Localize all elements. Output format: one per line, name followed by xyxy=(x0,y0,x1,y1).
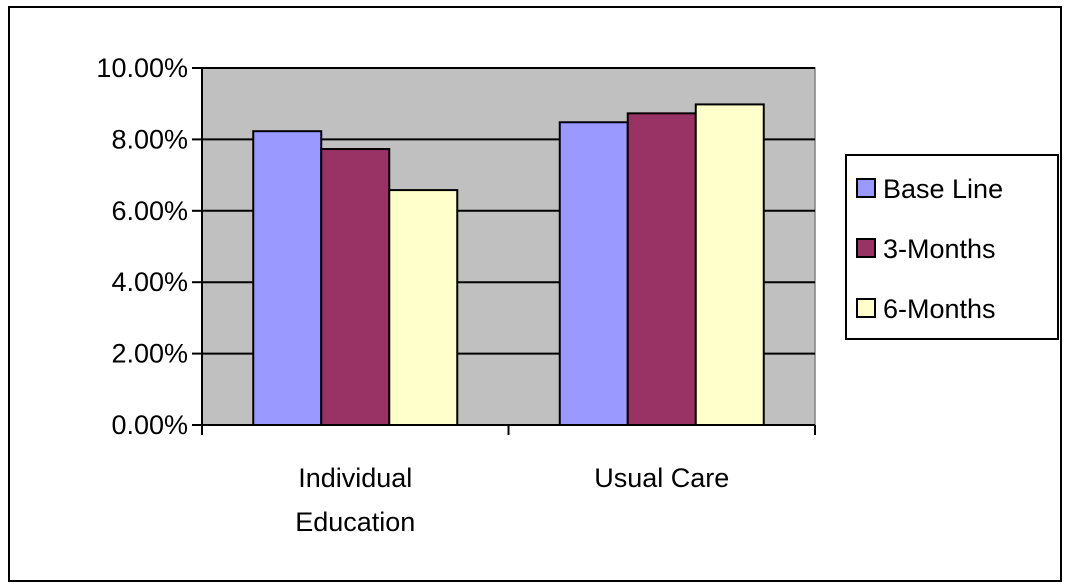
legend-swatch xyxy=(856,238,876,258)
y-tick-label: 4.00% xyxy=(111,267,188,297)
y-tick-label: 0.00% xyxy=(111,410,188,440)
legend-swatch xyxy=(856,298,876,318)
legend-label: Base Line xyxy=(883,174,1003,204)
legend-label: 3-Months xyxy=(883,234,996,264)
x-category-label: Education xyxy=(295,507,415,537)
y-tick-label: 2.00% xyxy=(111,339,188,369)
legend-swatch xyxy=(856,178,876,198)
bar-3-months xyxy=(626,112,697,427)
bar-3-months xyxy=(320,148,391,426)
legend-label: 6-Months xyxy=(883,294,996,324)
y-tick-label: 6.00% xyxy=(111,196,188,226)
bar-base-line xyxy=(252,130,323,426)
bar-6-months xyxy=(694,103,765,426)
x-category-label: Individual xyxy=(298,463,412,493)
bar-base-line xyxy=(558,121,629,426)
y-tick-label: 8.00% xyxy=(111,124,188,154)
y-tick-label: 10.00% xyxy=(96,53,188,83)
x-category-label: Usual Care xyxy=(594,463,729,493)
bar-6-months xyxy=(388,189,459,426)
legend xyxy=(845,154,1059,340)
